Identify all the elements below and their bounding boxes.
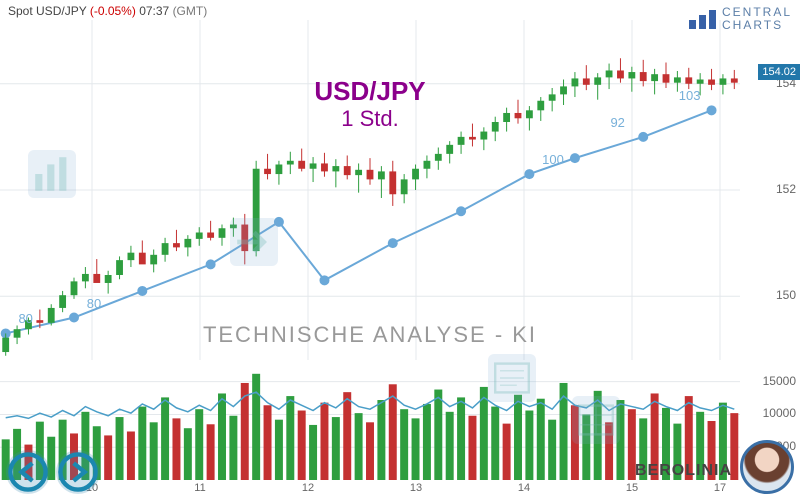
tz-label: (GMT) xyxy=(173,4,208,18)
chart-header: Spot USD/JPY (-0.05%) 07:37 (GMT) xyxy=(8,4,207,18)
symbol-label: Spot USD/JPY xyxy=(8,4,86,18)
pair-title: USD/JPY xyxy=(0,76,740,107)
x-tick: 15 xyxy=(626,482,638,494)
chart-container: 150152154 50001000015000 154.02 10111213… xyxy=(0,0,800,500)
timeframe-title: 1 Std. xyxy=(0,106,740,132)
watermark-text-icon xyxy=(488,354,536,402)
logo-bars-icon xyxy=(689,10,716,29)
price-chart[interactable] xyxy=(0,20,740,360)
prev-button[interactable] xyxy=(6,450,50,494)
x-axis: 10111213141517 xyxy=(0,482,740,498)
x-tick: 17 xyxy=(714,482,726,494)
pct-change: (-0.05%) xyxy=(90,4,136,18)
x-tick: 13 xyxy=(410,482,422,494)
watermark-bars-icon xyxy=(28,150,76,198)
y-tick: 150 xyxy=(776,288,796,302)
indicator-value: 80 xyxy=(87,296,101,311)
indicator-value: 100 xyxy=(542,152,564,167)
volume-chart[interactable] xyxy=(0,362,740,480)
y-tick: 15000 xyxy=(763,374,796,388)
tech-analysis-title: TECHNISCHE ANALYSE - KI xyxy=(0,322,740,348)
logo-text: CENTRALCHARTS xyxy=(722,6,792,32)
y-tick: 10000 xyxy=(763,406,796,420)
x-tick: 14 xyxy=(518,482,530,494)
x-tick: 11 xyxy=(194,482,205,494)
y-tick: 152 xyxy=(776,182,796,196)
central-charts-logo[interactable]: CENTRALCHARTS xyxy=(689,6,792,32)
brand-label: BEROLINIA xyxy=(635,462,732,480)
x-tick: 12 xyxy=(302,482,314,494)
next-button[interactable] xyxy=(56,450,100,494)
watermark-arrow-icon xyxy=(230,218,278,266)
last-price-tag: 154.02 xyxy=(758,64,800,80)
avatar-icon[interactable] xyxy=(740,440,794,494)
watermark-table-icon xyxy=(572,396,620,444)
time-label: 07:37 xyxy=(139,4,169,18)
